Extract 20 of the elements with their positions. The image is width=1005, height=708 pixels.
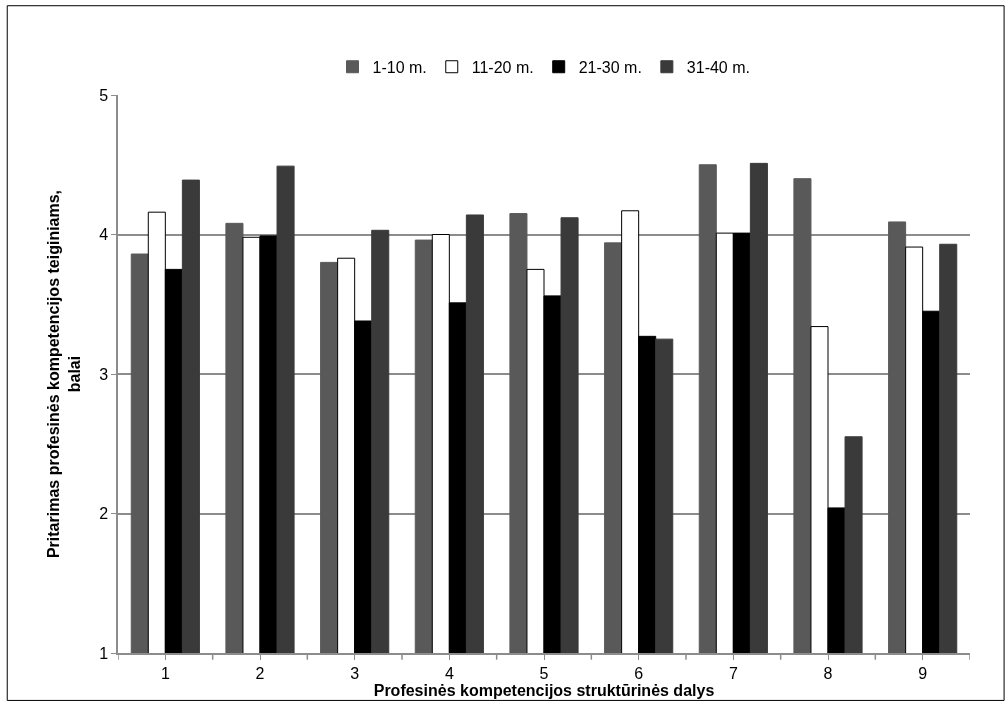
y-tick-label: 5	[99, 86, 109, 104]
x-tick-label: 4	[444, 664, 454, 682]
legend-label: 1-10 m.	[372, 58, 427, 76]
x-tick-label: 3	[350, 664, 360, 682]
y-tick-label: 3	[99, 365, 109, 383]
x-tick-label: 7	[728, 664, 738, 682]
x-tick-label: 9	[918, 664, 928, 682]
y-axis-title: Pritarimas profesinės kompetencijos teiginiams, balai	[44, 189, 83, 559]
x-tick-label: 2	[255, 664, 265, 682]
x-tick-label: 1	[160, 664, 170, 682]
x-tick-label: 8	[823, 664, 833, 682]
y-tick-label: 2	[99, 505, 109, 523]
legend-label: 11-20 m.	[471, 58, 534, 76]
x-tick-label: 5	[539, 664, 549, 682]
x-tick-label: 6	[634, 664, 644, 682]
x-axis-title: Profesinės kompetencijos struktūrinės dalys	[373, 682, 715, 700]
y-tick-label: 1	[99, 644, 109, 662]
legend-label: 21-30 m.	[578, 58, 642, 76]
y-tick-label: 4	[99, 226, 109, 244]
legend-label: 31-40 m.	[686, 58, 750, 76]
